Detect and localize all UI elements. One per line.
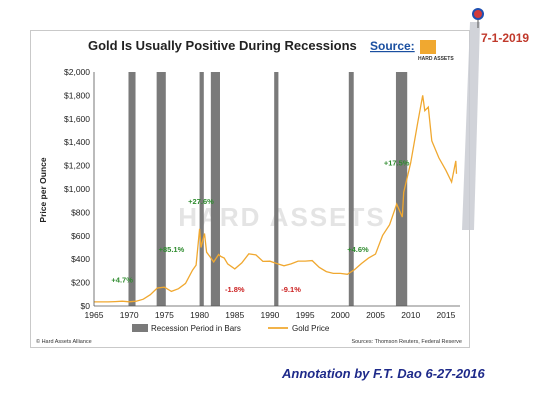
y-tick-labels: $0 $200 $400 $600 $800 $1,000 $1,200 $1,400 $1,6…: [64, 67, 90, 311]
legend-recession-label: Recession Period in Bars: [151, 324, 241, 333]
date-label: 7-1-2019: [481, 31, 529, 45]
chart-title: Gold Is Usually Positive During Recessio…: [88, 38, 357, 53]
y-tick-label: $600: [71, 231, 90, 241]
x-tick-labels: 1965 1970 1975 1980 1985 1990 1995 2000 2005 2010…: [85, 310, 456, 320]
y-tick-label: $200: [71, 278, 90, 288]
recession-bar-2: [199, 72, 204, 306]
recession-bar-0: [128, 72, 136, 306]
annotation-label: +4.6%: [347, 245, 369, 254]
recession-bars: [128, 72, 408, 306]
hard-assets-logo: HARD ASSETS: [418, 40, 454, 62]
legend-recession-swatch: [132, 324, 148, 332]
source-label: Source:: [370, 39, 415, 53]
annotation-label: +85.1%: [159, 245, 185, 254]
y-tick-label: $800: [71, 207, 90, 217]
x-tick-label: 1985: [225, 310, 244, 320]
annotation-label: -1.8%: [225, 285, 245, 294]
x-tick-label: 1990: [261, 310, 280, 320]
y-tick-label: $1,200: [64, 161, 90, 171]
recession-bar-4: [274, 72, 279, 306]
highlight-wedge: [462, 22, 480, 230]
annotations: +4.7% +85.1% +27.6% -1.8% -9.1% +4.6% +17.5%: [111, 159, 409, 294]
y-axis-label: Price per Ounce: [38, 157, 48, 222]
footer-sources: Sources: Thomson Reuters, Federal Reserv…: [351, 339, 462, 345]
y-tick-label: $1,800: [64, 90, 90, 100]
annotation-credit: Annotation by F.T. Dao 6-27-2016: [281, 366, 486, 381]
recession-bar-6: [395, 72, 408, 306]
annotation-label: +4.7%: [111, 276, 133, 285]
x-tick-label: 1980: [190, 310, 209, 320]
watermark: HARD ASSETS: [178, 202, 385, 232]
legend-gold-label: Gold Price: [292, 324, 330, 333]
y-tick-label: $400: [71, 254, 90, 264]
x-tick-label: 2015: [436, 310, 455, 320]
y-tick-label: $0: [81, 301, 91, 311]
x-tick-label: 1965: [85, 310, 104, 320]
x-tick-label: 2005: [366, 310, 385, 320]
y-tick-label: $2,000: [64, 67, 90, 77]
footer-copyright: © Hard Assets Alliance: [36, 338, 92, 345]
logo-text: HARD ASSETS: [418, 56, 454, 62]
legend: Recession Period in Bars Gold Price: [132, 324, 330, 333]
x-tick-label: 1975: [155, 310, 174, 320]
y-tick-label: $1,400: [64, 137, 90, 147]
annotation-label: -9.1%: [281, 285, 301, 294]
gold-price-line: [94, 95, 458, 303]
recession-bar-3: [210, 72, 220, 306]
y-tick-label: $1,600: [64, 114, 90, 124]
annotation-label: +17.5%: [384, 159, 410, 168]
annotation-label: +27.6%: [188, 197, 214, 206]
x-tick-label: 1995: [296, 310, 315, 320]
recession-bar-5: [348, 72, 354, 306]
recession-bar-1: [156, 72, 166, 306]
x-tick-label: 2010: [401, 310, 420, 320]
y-tick-label: $1,000: [64, 184, 90, 194]
date-pin-icon: [472, 8, 484, 28]
x-tick-label: 1970: [120, 310, 139, 320]
x-tick-label: 2000: [331, 310, 350, 320]
